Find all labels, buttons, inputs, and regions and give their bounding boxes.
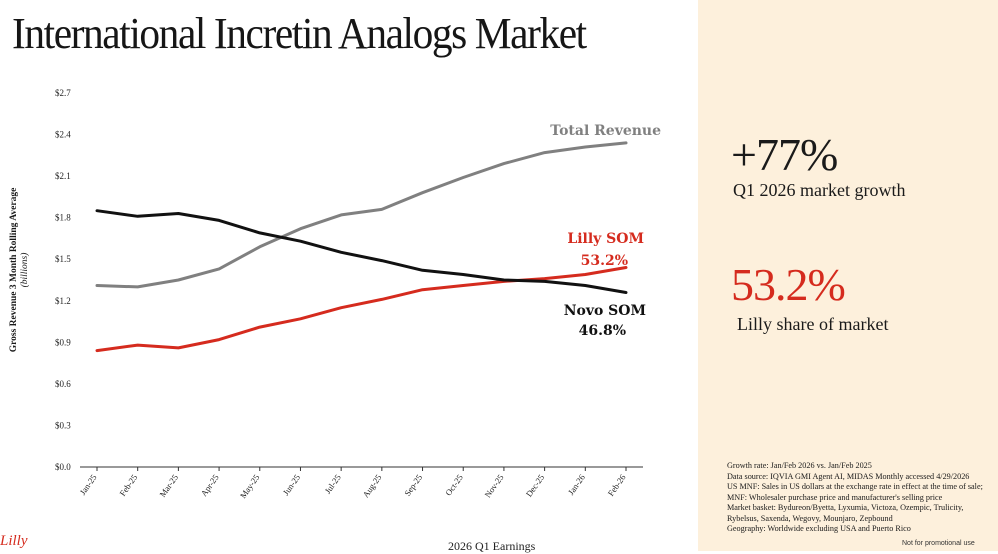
- page-title: International Incretin Analogs Market: [12, 9, 587, 58]
- series-value-novo: 46.8%: [579, 323, 626, 339]
- footnote-line: MNF: Wholesaler purchase price and manuf…: [727, 492, 943, 502]
- lilly-logo: Lilly: [0, 533, 28, 549]
- x-tick-label: Jun-25: [281, 472, 302, 497]
- event-footer: 2026 Q1 Earnings: [448, 539, 536, 553]
- disclaimer: Not for promotional use: [902, 540, 975, 547]
- y-tick-label: $0.3: [55, 420, 71, 430]
- growth-value: +77%: [731, 129, 838, 180]
- y-tick-label: $1.2: [55, 296, 71, 306]
- x-tick-label: Jan-26: [566, 472, 587, 496]
- growth-label: Q1 2026 market growth: [733, 180, 906, 200]
- series-line-total-revenue: [95, 141, 628, 289]
- x-tick-label: Aug-25: [360, 472, 383, 499]
- x-tick-label: Oct-25: [443, 472, 465, 497]
- series-label-novo: Novo SOM: [564, 303, 646, 319]
- series-line-lilly-som: [95, 266, 628, 353]
- y-tick-label: $1.5: [55, 254, 71, 264]
- y-tick-label: $1.8: [55, 213, 71, 223]
- y-tick-label: $0.6: [55, 379, 71, 389]
- x-tick-label: Apr-25: [199, 472, 221, 498]
- footnote-line: Rybelsus, Saxenda, Wegovy, Mounjaro, Zep…: [727, 513, 893, 523]
- stats-panel: [698, 0, 998, 551]
- share-value: 53.2%: [731, 259, 846, 310]
- footnote-line: Market basket: Bydureon/Byetta, Lyxumia,…: [727, 503, 964, 512]
- footnotes: Growth rate: Jan/Feb 2026 vs. Jan/Feb 20…: [727, 461, 983, 535]
- footnote-line: Growth rate: Jan/Feb 2026 vs. Jan/Feb 20…: [727, 461, 872, 470]
- footnote-line: Geography: Worldwide excluding USA and P…: [727, 524, 911, 533]
- footnote-line: US MNF: Sales in US dollars at the excha…: [727, 482, 983, 491]
- y-tick-label: $2.4: [55, 130, 71, 140]
- x-tick-label: Jul-25: [322, 472, 342, 495]
- share-label: Lilly share of market: [737, 314, 889, 334]
- series-line-novo-som: [95, 209, 628, 294]
- y-tick-label: $0.0: [55, 462, 71, 472]
- x-tick-label: Nov-25: [482, 472, 505, 499]
- series-label-total-revenue: Total Revenue: [550, 123, 661, 139]
- x-tick-label: Dec-25: [524, 472, 547, 498]
- y-tick-label: $0.9: [55, 337, 71, 347]
- y-tick-label: $2.1: [55, 171, 71, 181]
- x-tick-label: Jan-25: [77, 472, 98, 496]
- x-tick-label: Mar-25: [157, 472, 180, 498]
- footnote-line: Data source: IQVIA GMI Agent AI, MIDAS M…: [727, 471, 970, 481]
- x-tick-label: Sep-25: [402, 472, 424, 497]
- y-tick-label: $2.7: [55, 88, 71, 98]
- x-tick-label: Feb-26: [606, 472, 628, 497]
- x-tick-label: Feb-25: [117, 472, 139, 497]
- series-label-lilly: Lilly SOM: [567, 231, 644, 247]
- x-tick-label: May-25: [238, 472, 262, 500]
- series-value-lilly: 53.2%: [581, 253, 628, 269]
